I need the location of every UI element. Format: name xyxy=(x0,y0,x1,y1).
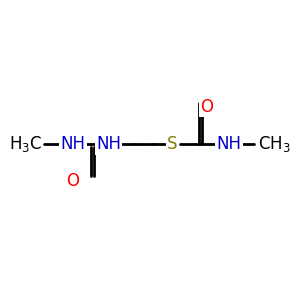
Text: NH: NH xyxy=(60,135,85,153)
Text: CH$_3$: CH$_3$ xyxy=(259,134,291,154)
Text: NH: NH xyxy=(96,135,121,153)
Text: O: O xyxy=(200,98,213,116)
Text: NH: NH xyxy=(217,135,242,153)
Text: S: S xyxy=(167,135,178,153)
Text: H$_3$C: H$_3$C xyxy=(9,134,42,154)
Text: O: O xyxy=(66,172,79,190)
